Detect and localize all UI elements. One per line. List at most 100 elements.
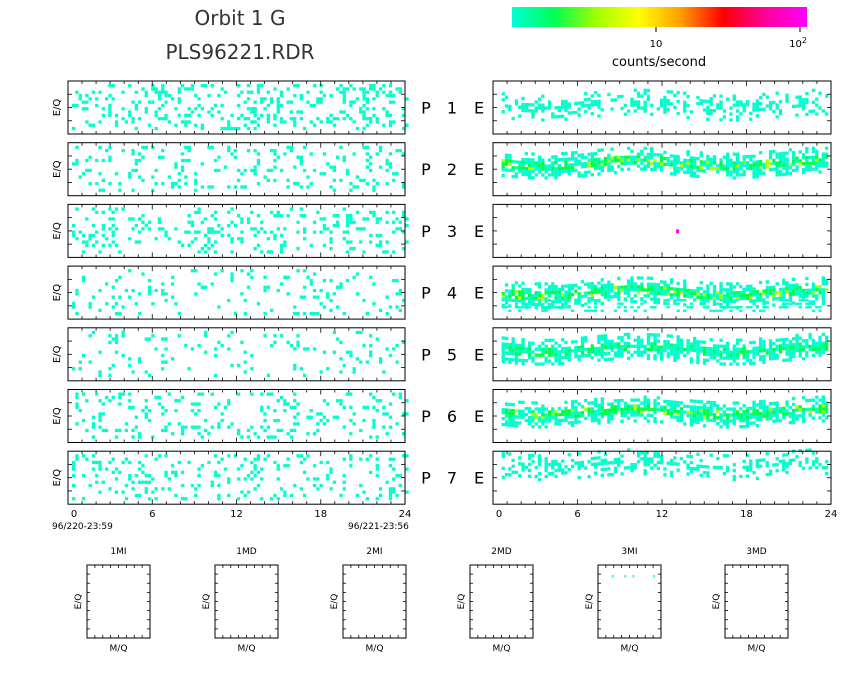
data-pixel bbox=[524, 158, 528, 162]
data-pixel bbox=[683, 170, 687, 174]
data-pixel bbox=[534, 305, 538, 310]
data-pixel bbox=[679, 456, 684, 461]
data-pixel bbox=[514, 355, 519, 359]
data-pixel bbox=[574, 283, 578, 287]
data-pixel bbox=[643, 344, 647, 349]
data-pixel bbox=[792, 337, 796, 341]
data-pixel bbox=[755, 295, 759, 300]
data-pixel bbox=[719, 100, 723, 104]
data-pixel bbox=[729, 309, 733, 312]
data-pixel bbox=[669, 346, 674, 350]
data-pixel bbox=[118, 392, 122, 396]
data-pixel bbox=[686, 306, 690, 309]
data-pixel bbox=[121, 90, 125, 94]
data-pixel bbox=[732, 97, 736, 101]
data-pixel bbox=[557, 406, 561, 411]
data-pixel bbox=[197, 467, 201, 471]
data-pixel bbox=[600, 467, 604, 472]
data-pixel bbox=[660, 104, 664, 108]
data-pixel bbox=[266, 435, 270, 439]
data-pixel bbox=[541, 353, 545, 357]
data-pixel bbox=[590, 401, 594, 405]
data-pixel bbox=[316, 100, 320, 104]
data-pixel bbox=[369, 454, 373, 458]
data-pixel bbox=[709, 108, 713, 113]
data-pixel bbox=[180, 432, 185, 436]
data-pixel bbox=[584, 173, 588, 178]
data-pixel bbox=[177, 399, 181, 403]
data-pixel bbox=[233, 312, 237, 316]
data-pixel bbox=[144, 412, 148, 416]
data-pixel bbox=[349, 457, 353, 461]
data-pixel bbox=[88, 97, 92, 101]
data-pixel bbox=[613, 457, 618, 462]
data-pixel bbox=[514, 306, 519, 309]
row-e-label-1: E bbox=[474, 99, 484, 118]
data-pixel bbox=[689, 420, 693, 424]
data-pixel bbox=[818, 291, 822, 295]
data-pixel bbox=[584, 109, 588, 114]
data-pixel bbox=[227, 185, 231, 189]
data-pixel bbox=[279, 120, 284, 124]
data-pixel bbox=[508, 420, 512, 424]
data-pixel bbox=[821, 395, 825, 399]
data-pixel bbox=[630, 103, 634, 107]
data-pixel bbox=[75, 162, 79, 166]
data-pixel bbox=[633, 407, 637, 411]
data-pixel bbox=[253, 464, 257, 468]
data-pixel bbox=[392, 457, 396, 461]
data-pixel bbox=[217, 110, 221, 114]
data-pixel bbox=[504, 414, 509, 418]
data-pixel bbox=[518, 306, 522, 309]
data-pixel bbox=[607, 289, 611, 293]
data-pixel bbox=[765, 104, 769, 108]
data-pixel bbox=[561, 306, 565, 309]
data-pixel bbox=[554, 474, 558, 478]
data-pixel bbox=[815, 457, 819, 461]
data-pixel bbox=[345, 220, 350, 224]
data-pixel bbox=[752, 352, 756, 356]
data-pixel bbox=[355, 175, 360, 179]
data-pixel bbox=[293, 367, 297, 371]
data-pixel bbox=[144, 223, 148, 228]
data-pixel bbox=[801, 288, 806, 293]
data-pixel bbox=[646, 407, 651, 411]
data-pixel bbox=[121, 117, 125, 121]
data-pixel bbox=[508, 423, 512, 427]
data-pixel bbox=[299, 487, 303, 491]
data-pixel bbox=[805, 302, 809, 305]
data-pixel bbox=[815, 285, 819, 289]
data-pixel bbox=[240, 172, 244, 176]
data-pixel bbox=[504, 306, 509, 309]
data-pixel bbox=[402, 185, 406, 189]
data-pixel bbox=[633, 109, 637, 113]
data-pixel bbox=[375, 467, 379, 471]
data-pixel bbox=[798, 414, 802, 418]
data-pixel bbox=[597, 450, 601, 454]
data-pixel bbox=[600, 284, 604, 288]
data-pixel bbox=[633, 398, 637, 402]
data-pixel bbox=[689, 294, 693, 299]
data-pixel bbox=[765, 159, 769, 163]
data-pixel bbox=[597, 99, 601, 103]
data-pixel bbox=[194, 292, 198, 296]
data-pixel bbox=[712, 418, 717, 423]
data-pixel bbox=[673, 172, 677, 176]
data-pixel bbox=[666, 355, 670, 359]
data-pixel bbox=[673, 157, 677, 161]
data-pixel bbox=[342, 117, 346, 121]
data-pixel bbox=[627, 350, 631, 354]
data-pixel bbox=[260, 405, 264, 409]
data-pixel bbox=[669, 281, 674, 285]
data-pixel bbox=[739, 164, 743, 168]
data-pixel bbox=[551, 282, 555, 286]
data-pixel bbox=[85, 399, 89, 403]
data-pixel bbox=[726, 466, 730, 470]
data-pixel bbox=[607, 342, 611, 347]
data-pixel bbox=[78, 409, 82, 413]
data-pixel bbox=[250, 367, 254, 371]
data-pixel bbox=[623, 299, 627, 302]
data-pixel bbox=[147, 220, 152, 224]
data-pixel bbox=[385, 250, 389, 254]
data-pixel bbox=[617, 291, 621, 295]
